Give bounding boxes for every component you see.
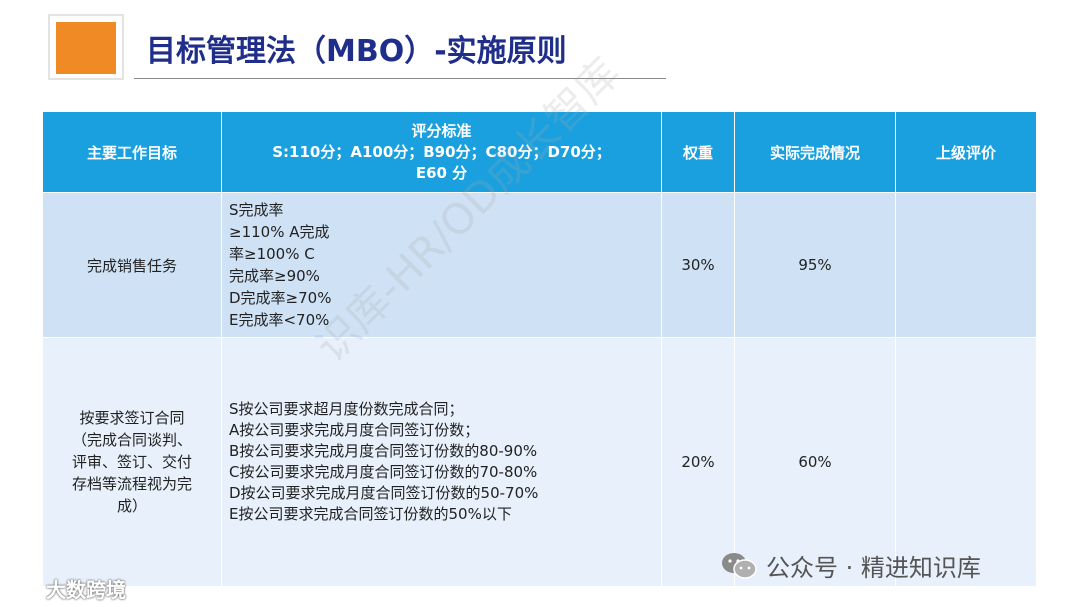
header-review: 上级评价 — [895, 111, 1037, 193]
brand-logo-icon — [8, 581, 42, 596]
table-header-row: 主要工作目标 评分标准 S:110分；A100分；B90分；C80分；D70分；… — [42, 111, 1037, 193]
cell-actual: 95% — [734, 192, 896, 338]
criteria-line: E按公司要求完成合同签订份数的50%以下 — [229, 505, 512, 523]
table-row: 完成销售任务 S完成率 ≥110% A完成 率≥100% C 完成率≥90% D… — [42, 192, 1037, 338]
header-criteria-line: E60 分 — [415, 163, 468, 182]
cell-review — [895, 192, 1037, 338]
cell-review — [895, 337, 1037, 587]
cell-weight: 30% — [661, 192, 735, 338]
header-weight: 权重 — [661, 111, 735, 193]
header-criteria-line: 评分标准 — [411, 121, 472, 140]
cell-goal-line: 完成销售任务 — [86, 256, 177, 275]
cell-goal: 完成销售任务 — [42, 192, 222, 338]
cell-goal-line: 存档等流程视为完 — [71, 475, 192, 493]
header-criteria-line: S:110分；A100分；B90分；C80分；D70分； — [272, 142, 611, 161]
criteria-line: D按公司要求完成月度合同签订份数的50-70% — [229, 484, 539, 502]
wechat-icon — [722, 552, 757, 579]
table-row: 按要求签订合同 （完成合同谈判、 评审、签订、交付 存档等流程视为完 成） S按… — [42, 337, 1037, 587]
account-name: 公众号 · 精进知识库 — [766, 554, 981, 582]
logo-square-icon — [56, 22, 116, 74]
cell-goal: 按要求签订合同 （完成合同谈判、 评审、签订、交付 存档等流程视为完 成） — [42, 337, 222, 587]
criteria-line: S完成率 — [229, 201, 284, 219]
criteria-line: ≥110% A完成 — [229, 223, 330, 241]
cell-actual: 60% — [734, 337, 896, 587]
cell-criteria: S完成率 ≥110% A完成 率≥100% C 完成率≥90% D完成率≥70%… — [221, 192, 662, 338]
slide-title: 目标管理法（MBO）-实施原则 — [146, 34, 567, 69]
cell-goal-line: 按要求签订合同 — [79, 409, 185, 427]
criteria-line: B按公司要求完成月度合同签订份数的80-90% — [229, 442, 538, 460]
header-criteria: 评分标准 S:110分；A100分；B90分；C80分；D70分； E60 分 — [221, 111, 662, 193]
cell-criteria: S按公司要求超月度份数完成合同； A按公司要求完成月度合同签订份数； B按公司要… — [221, 337, 662, 587]
mbo-table: 主要工作目标 评分标准 S:110分；A100分；B90分；C80分；D70分；… — [42, 111, 1037, 587]
footer-account: 公众号 · 精进知识库 — [720, 548, 981, 583]
cell-goal-line: 评审、签订、交付 — [71, 453, 192, 471]
criteria-line: S按公司要求超月度份数完成合同； — [229, 400, 464, 418]
brand-text: 大数跨境 — [46, 578, 126, 602]
header-actual: 实际完成情况 — [734, 111, 896, 193]
criteria-line: D完成率≥70% — [229, 289, 332, 307]
criteria-line: C按公司要求完成月度合同签订份数的70-80% — [229, 463, 538, 481]
criteria-line: 完成率≥90% — [229, 267, 320, 285]
title-divider — [134, 78, 666, 79]
header-goal: 主要工作目标 — [42, 111, 222, 193]
criteria-line: 率≥100% C — [229, 245, 315, 263]
cell-goal-line: 成） — [116, 497, 147, 515]
criteria-line: E完成率<70% — [229, 311, 330, 329]
criteria-line: A按公司要求完成月度合同签订份数； — [229, 421, 480, 439]
footer-brand: 大数跨境 — [8, 574, 126, 603]
cell-goal-line: （完成合同谈判、 — [71, 431, 192, 449]
